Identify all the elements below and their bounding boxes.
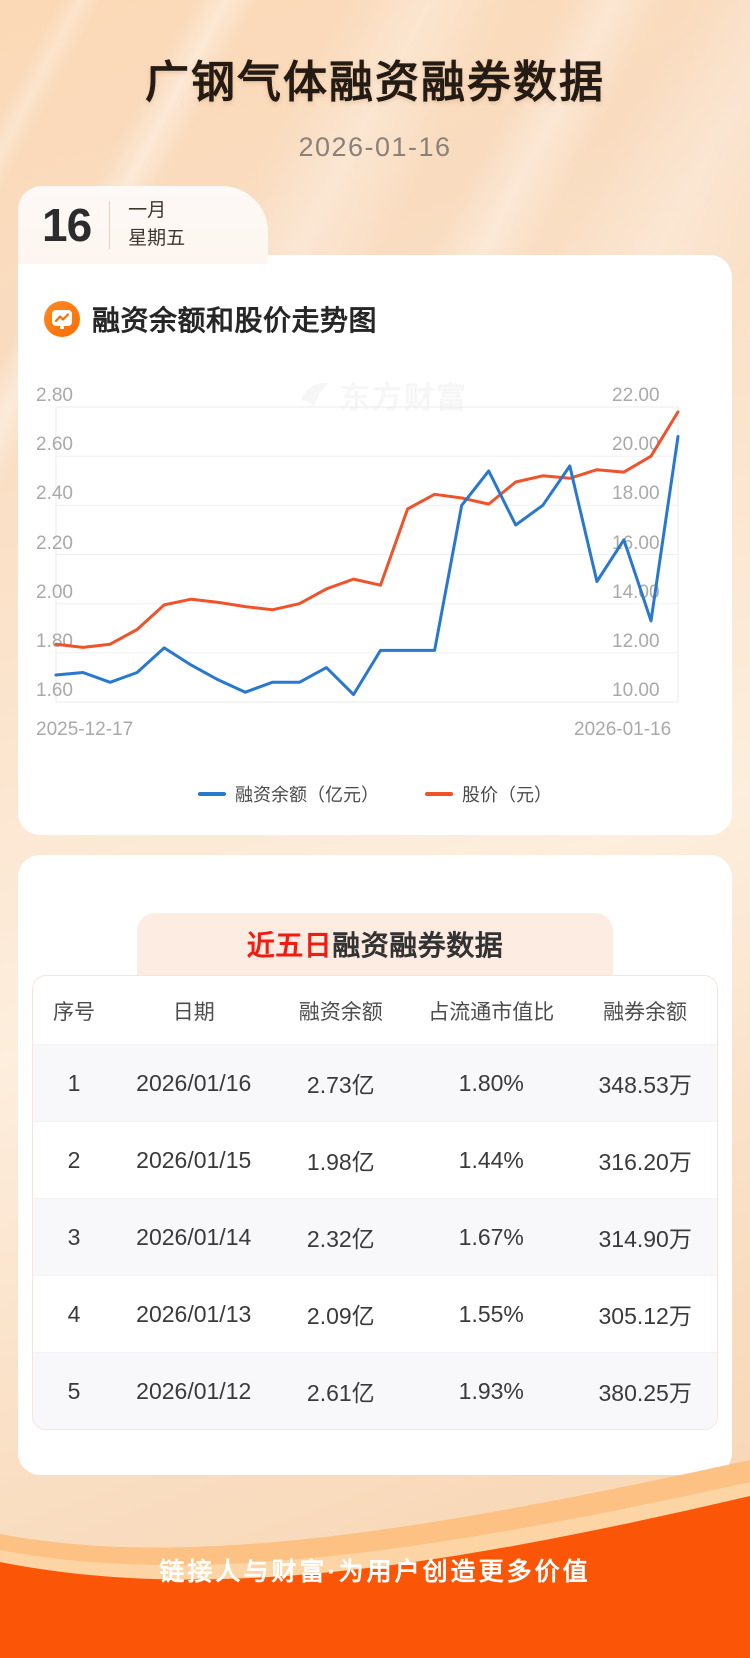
table-row: 2 2026/01/15 1.98亿 1.44% 316.20万 (33, 1121, 717, 1199)
table-row: 4 2026/01/13 2.09亿 1.55% 305.12万 (33, 1275, 717, 1353)
table-head: 序号 日期 融资余额 占流通市值比 融券余额 (33, 976, 717, 1045)
trend-chart-icon (44, 301, 80, 337)
page-title: 广钢气体融资融券数据 (145, 57, 605, 108)
page-subtitle-date: 2026-01-16 (298, 132, 452, 162)
right-tick-6: 10.00 (612, 680, 660, 701)
row-ratio: 1.67% (409, 1198, 574, 1276)
chart-legend: 融资余额（亿元） 股价（元） (18, 781, 732, 807)
chart-header: 融资余额和股价走势图 (18, 255, 732, 339)
legend-item-price: 股价（元） (425, 781, 552, 807)
row-index: 3 (33, 1198, 116, 1276)
row-ratio: 1.93% (409, 1352, 574, 1429)
row-balance: 1.98亿 (272, 1121, 410, 1199)
calendar-weekday: 星期五 (128, 228, 186, 249)
left-tick-4: 2.00 (36, 582, 73, 603)
row-balance: 2.73亿 (272, 1044, 410, 1122)
calendar-detail: 一月 星期五 (110, 197, 185, 252)
chart-right-axis-ticks: 22.00 20.00 18.00 16.00 14.00 12.00 10.0… (612, 385, 660, 701)
row-short-balance: 305.12万 (573, 1275, 717, 1353)
calendar-month: 一月 (128, 200, 167, 222)
data-table-container: 东方财富 序号 日期 融资余额 占流通市值比 融券余额 12026/01/162… (32, 975, 718, 1430)
row-balance: 2.32亿 (272, 1198, 410, 1276)
table-row: 3 2026/01/14 2.32亿 1.67% 314.90万 (33, 1198, 717, 1276)
row-date: 2026/01/16 (115, 1044, 273, 1122)
row-short-balance: 348.53万 (573, 1044, 717, 1122)
table-title-highlight: 近五日 (246, 930, 333, 961)
margin-trading-table: 序号 日期 融资余额 占流通市值比 融券余额 1 2026/01/16 2.73亿 1… (33, 976, 717, 1429)
chart-plot-area: 东方财富 2.80 2.60 2.40 2.20 (18, 367, 732, 767)
row-ratio: 1.44% (409, 1121, 574, 1199)
left-tick-0: 2.80 (36, 385, 73, 406)
legend-swatch-balance (198, 792, 226, 796)
right-tick-2: 18.00 (612, 483, 660, 504)
chart-line-price (54, 410, 680, 649)
right-tick-4: 14.00 (612, 582, 660, 603)
legend-label-balance: 融资余额（亿元） (235, 785, 379, 805)
right-tick-0: 22.00 (612, 385, 660, 406)
row-ratio: 1.55% (409, 1275, 574, 1353)
th-balance: 融资余额 (272, 976, 410, 1045)
calendar-divider (109, 201, 111, 249)
chart-card: 融资余额和股价走势图 东方财富 (18, 255, 732, 835)
footer-wave (0, 1460, 750, 1658)
row-balance: 2.61亿 (272, 1352, 410, 1429)
left-tick-5: 1.80 (36, 631, 73, 652)
right-tick-3: 16.00 (612, 533, 660, 554)
row-short-balance: 380.25万 (573, 1352, 717, 1429)
th-date: 日期 (115, 976, 273, 1045)
row-index: 2 (33, 1121, 116, 1199)
table-body: 1 2026/01/16 2.73亿 1.80% 348.53万 2 2026/01/15 1… (33, 1044, 717, 1429)
th-short-bal: 融券余额 (573, 976, 717, 1045)
chart-svg: 2.80 2.60 2.40 2.20 2.00 1.80 1.60 22.00… (36, 385, 680, 740)
right-tick-5: 12.00 (612, 631, 660, 652)
chart-title: 融资余额和股价走势图 (92, 305, 378, 336)
calendar-chip: 16 一月 星期五 (18, 186, 268, 264)
row-index: 5 (33, 1352, 116, 1429)
table-row: 1 2026/01/16 2.73亿 1.80% 348.53万 (33, 1044, 717, 1122)
row-date: 2026/01/12 (115, 1352, 273, 1429)
row-ratio: 1.80% (409, 1044, 574, 1122)
left-tick-3: 2.20 (36, 533, 73, 554)
row-date: 2026/01/13 (115, 1275, 273, 1353)
left-tick-6: 1.60 (36, 680, 73, 701)
table-header-row: 序号 日期 融资余额 占流通市值比 融券余额 (33, 976, 717, 1045)
chart-x-end-label: 2026-01-16 (574, 719, 671, 740)
table-card: 近五日 融资融券数据 东方财富 序号 日期 融资余额 占流通市值比 融券余额 (18, 855, 732, 1475)
right-tick-1: 20.00 (612, 434, 660, 455)
left-tick-2: 2.40 (36, 483, 73, 504)
legend-label-price: 股价（元） (462, 785, 552, 805)
row-short-balance: 316.20万 (573, 1121, 717, 1199)
th-index: 序号 (33, 976, 116, 1045)
chart-left-axis-ticks: 2.80 2.60 2.40 2.20 2.00 1.80 1.60 (36, 385, 73, 701)
chart-x-start-label: 2025-12-17 (36, 719, 133, 740)
th-ratio: 占流通市值比 (409, 976, 574, 1045)
chart-gridlines (55, 406, 679, 703)
table-row: 5 2026/01/12 2.61亿 1.93% 380.25万 (33, 1352, 717, 1429)
row-index: 1 (33, 1044, 116, 1122)
row-index: 4 (33, 1275, 116, 1353)
poster-header: 广钢气体融资融券数据 2026-01-16 (0, 0, 750, 163)
row-date: 2026/01/15 (115, 1121, 273, 1199)
calendar-day: 16 (42, 199, 92, 251)
legend-swatch-price (425, 792, 453, 796)
row-date: 2026/01/14 (115, 1198, 273, 1276)
footer-slogan: 链接人与财富·为用户创造更多价值 (159, 1558, 591, 1586)
table-title-rest: 融资融券数据 (332, 930, 504, 961)
legend-item-balance: 融资余额（亿元） (198, 781, 379, 807)
row-short-balance: 314.90万 (573, 1198, 717, 1276)
row-balance: 2.09亿 (272, 1275, 410, 1353)
table-section-title: 近五日 融资融券数据 (137, 913, 613, 975)
left-tick-1: 2.60 (36, 434, 73, 455)
chart-line-balance (54, 435, 680, 697)
